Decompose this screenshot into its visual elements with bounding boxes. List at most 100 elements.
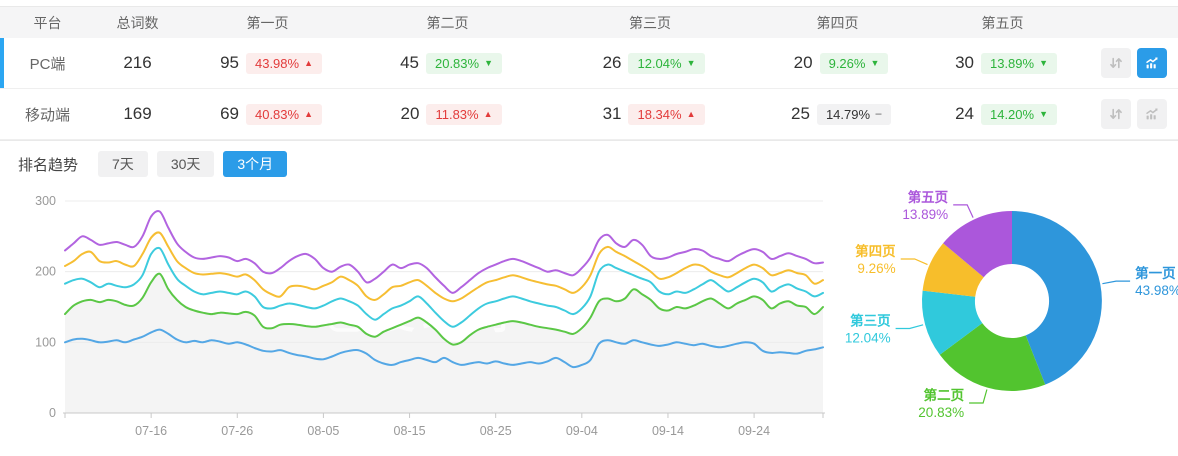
trend-toolbar: 排名趋势 7天 30天 3个月	[0, 141, 1178, 181]
table-row-pc[interactable]: PC端 216 95 43.98% ▲ 45 20.83% ▼ 26 12.04% ▼…	[0, 38, 1178, 89]
donut-slice-第三页[interactable]	[921, 290, 983, 355]
donut-label-name: 第一页	[1135, 265, 1176, 281]
x-axis-label: 07-16	[135, 424, 167, 438]
page-count: 20	[400, 104, 420, 123]
donut-label-name: 第二页	[924, 387, 965, 403]
trend-arrow-icon: ▼	[1039, 57, 1048, 68]
donut-label-percent: 43.98%	[1135, 283, 1178, 298]
page1-cell: 69 40.83% ▲	[180, 103, 355, 125]
x-axis-label: 09-24	[738, 424, 770, 438]
header-page-2: 第二页	[426, 14, 469, 31]
y-axis-label: 300	[35, 194, 56, 208]
donut-label-percent: 20.83%	[918, 405, 964, 420]
table-header-row: 平台 总词数 第一页 第二页 第三页 第四页 第五页	[0, 7, 1178, 38]
total-keywords: 169	[123, 104, 152, 123]
bar-trend-icon	[1146, 108, 1158, 120]
active-row-accent-bar	[0, 89, 4, 139]
donut-label-name: 第五页	[908, 189, 949, 205]
page-count: 26	[602, 53, 622, 72]
trend-arrow-icon: ▲	[304, 57, 313, 68]
trend-arrow-icon: ▲	[686, 108, 696, 119]
platform-name: PC端	[29, 55, 66, 73]
change-badge: 11.83% ▲	[426, 103, 502, 125]
page5-cell: 24 14.20% ▼	[915, 103, 1090, 125]
page-count: 69	[220, 104, 239, 123]
change-badge: 40.83% ▲	[245, 103, 322, 125]
line-series-第五页[interactable]	[64, 209, 824, 294]
trend-arrow-icon: ▼	[484, 57, 493, 68]
line-series-第二页[interactable]	[64, 272, 824, 346]
total-keywords: 216	[123, 53, 152, 72]
trend-line-chart[interactable]: 爱站网 07-16 07-26 08-05 08-15 08-25 09-04 09-14 09…	[0, 184, 830, 454]
change-badge: 20.83% ▼	[425, 52, 502, 74]
page-count: 20	[793, 53, 813, 72]
page-distribution-donut-chart[interactable]: 第一页 43.98% 第二页 20.83% 第三页 12.04% 第四页 9.26% 第五页 13…	[830, 164, 1178, 454]
header-page-3: 第三页	[629, 14, 671, 31]
header-page-4: 第四页	[816, 14, 859, 31]
change-badge: 43.98% ▲	[245, 52, 322, 74]
page4-cell: 20 9.26% ▼	[760, 52, 915, 74]
active-row-accent-bar	[0, 38, 4, 88]
header-page-5: 第五页	[981, 14, 1024, 31]
change-badge: 18.34% ▲	[628, 103, 705, 125]
up-down-arrows-icon	[1110, 108, 1122, 120]
change-badge: 14.20% ▼	[980, 103, 1057, 125]
donut-label-percent: 9.26%	[857, 261, 895, 276]
row-actions	[1090, 48, 1178, 78]
x-axis-label: 08-05	[307, 424, 339, 438]
trend-arrow-icon: ▲	[304, 108, 313, 119]
trend-section: 排名趋势 7天 30天 3个月 爱站网 07-16 07-26 08-05 08-15 0…	[0, 140, 1178, 456]
tab-3-months[interactable]: 3个月	[223, 151, 288, 177]
page4-cell: 25 14.79% −	[760, 103, 915, 125]
line-series-第三页[interactable]	[64, 246, 824, 328]
donut-label-name: 第四页	[855, 243, 896, 259]
donut-label-percent: 13.89%	[902, 207, 948, 222]
trend-arrow-icon: ▼	[1039, 108, 1048, 119]
platform-name: 移动端	[24, 106, 70, 124]
table-row-mobile[interactable]: 移动端 169 69 40.83% ▲ 20 11.83% ▲ 31 18.34% ▲…	[0, 89, 1178, 140]
row-actions	[1090, 99, 1178, 129]
trend-arrow-icon: ▼	[870, 57, 880, 68]
label-leader-line	[969, 389, 988, 404]
line-series-第四页[interactable]	[64, 231, 824, 303]
change-badge: 14.79% −	[816, 103, 892, 125]
rank-table: 平台 总词数 第一页 第二页 第三页 第四页 第五页 PC端 216 95 43…	[0, 6, 1178, 140]
page1-cell: 95 43.98% ▲	[180, 52, 355, 74]
label-leader-line	[1102, 280, 1131, 285]
x-axis-label: 08-25	[480, 424, 512, 438]
rank-change-sort-icon[interactable]	[1101, 48, 1131, 78]
page-count: 24	[955, 104, 974, 123]
trend-arrow-icon: −	[875, 107, 883, 121]
trend-chart-icon[interactable]	[1137, 48, 1167, 78]
label-leader-line	[953, 204, 974, 218]
y-axis-label: 100	[35, 335, 56, 349]
rank-change-sort-icon[interactable]	[1101, 99, 1131, 129]
line-series-第一页[interactable]	[64, 328, 824, 369]
x-axis-label: 07-26	[221, 424, 253, 438]
donut-slice-第四页[interactable]	[922, 243, 984, 297]
change-badge: 12.04% ▼	[628, 52, 705, 74]
x-axis-label: 09-04	[566, 424, 598, 438]
header-platform: 平台	[33, 14, 62, 31]
page-count: 25	[791, 104, 810, 123]
page2-cell: 20 11.83% ▲	[355, 103, 540, 125]
page-count: 95	[220, 53, 239, 72]
donut-slice-第五页[interactable]	[943, 211, 1012, 278]
tab-7-days[interactable]: 7天	[98, 151, 148, 177]
page-count: 31	[602, 104, 622, 123]
page3-cell: 26 12.04% ▼	[540, 52, 760, 74]
donut-label-percent: 12.04%	[845, 330, 891, 345]
up-down-arrows-icon	[1110, 57, 1122, 69]
trend-arrow-icon: ▲	[483, 108, 493, 119]
watermark: 爱站网	[328, 293, 508, 337]
label-leader-line	[895, 324, 924, 330]
area-fill	[65, 273, 823, 413]
donut-slice-第二页[interactable]	[939, 323, 1046, 391]
header-total: 总词数	[116, 14, 159, 31]
bar-trend-icon	[1146, 57, 1158, 69]
x-axis-label: 08-15	[394, 424, 426, 438]
trend-chart-icon[interactable]	[1137, 99, 1167, 129]
tab-30-days[interactable]: 30天	[156, 151, 215, 177]
donut-slice-第一页[interactable]	[1012, 211, 1102, 385]
